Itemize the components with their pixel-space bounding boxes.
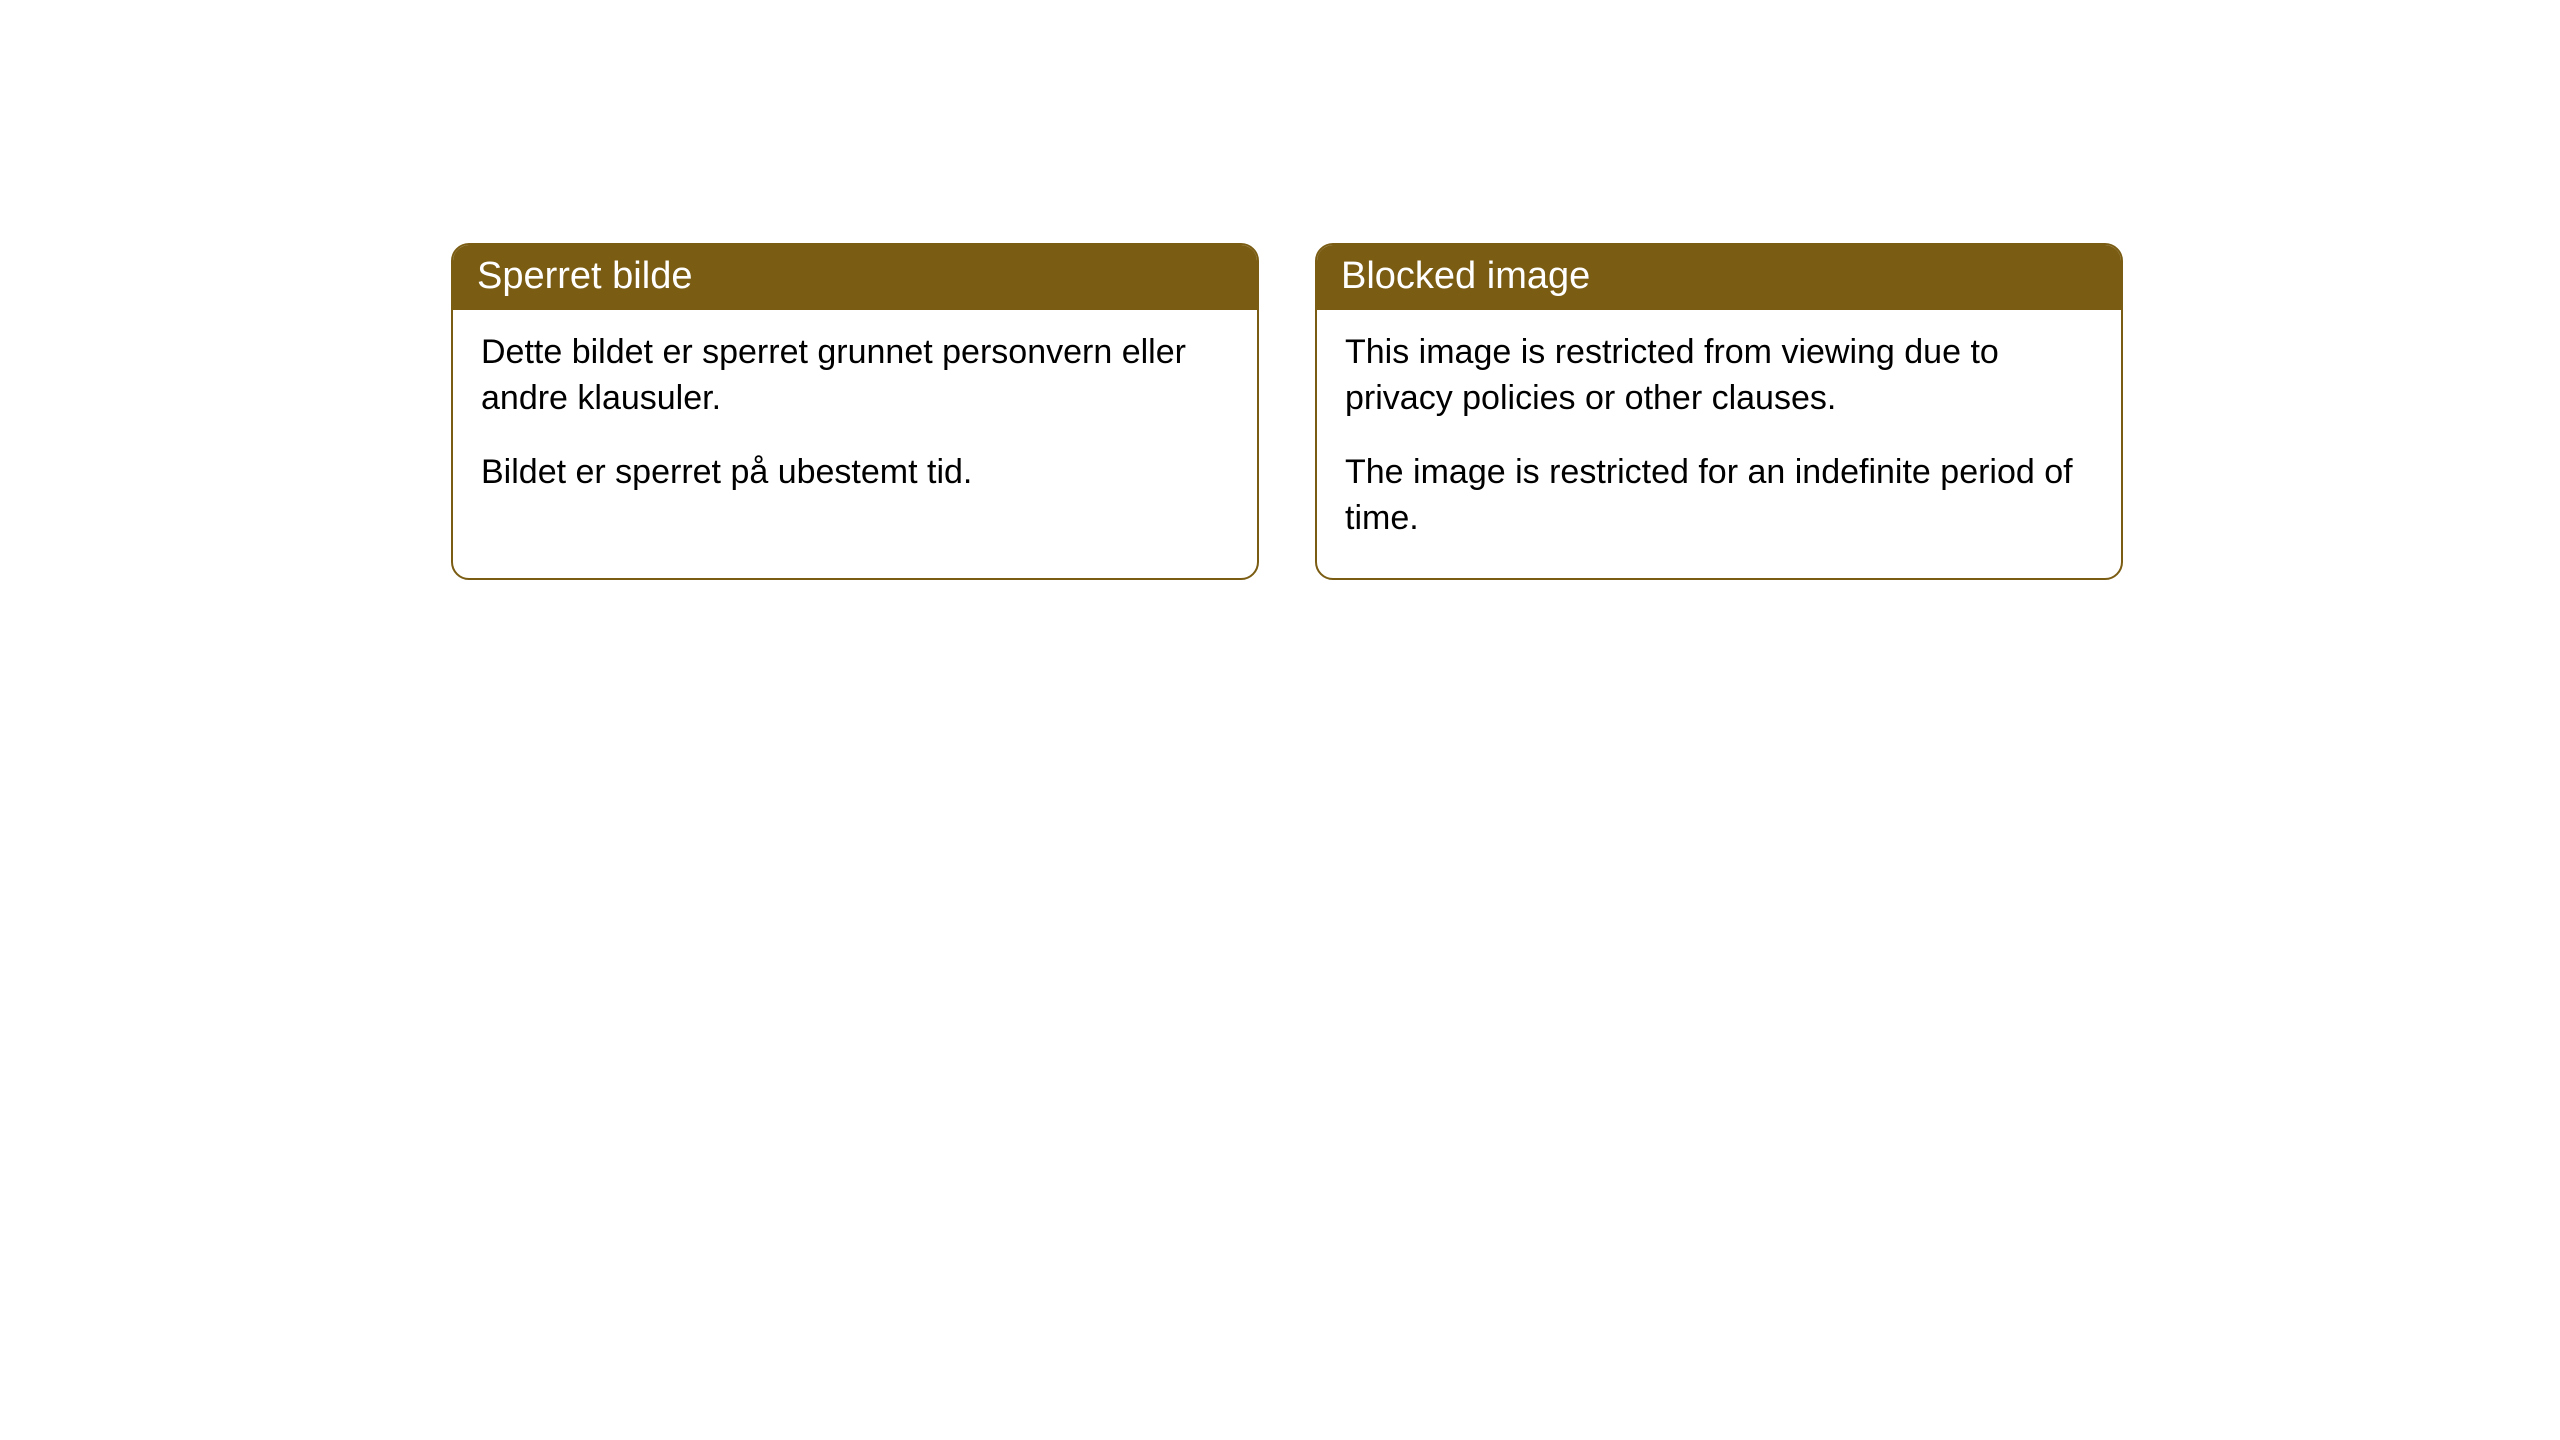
card-header-english: Blocked image	[1317, 245, 2121, 310]
card-body-english: This image is restricted from viewing du…	[1317, 310, 2121, 578]
card-norwegian: Sperret bilde Dette bildet er sperret gr…	[451, 243, 1259, 580]
card-paragraph-2-norwegian: Bildet er sperret på ubestemt tid.	[481, 450, 1229, 496]
card-body-norwegian: Dette bildet er sperret grunnet personve…	[453, 310, 1257, 532]
card-paragraph-1-norwegian: Dette bildet er sperret grunnet personve…	[481, 330, 1229, 422]
card-english: Blocked image This image is restricted f…	[1315, 243, 2123, 580]
cards-container: Sperret bilde Dette bildet er sperret gr…	[451, 243, 2123, 580]
card-paragraph-2-english: The image is restricted for an indefinit…	[1345, 450, 2093, 542]
card-title-english: Blocked image	[1341, 255, 1590, 297]
card-paragraph-1-english: This image is restricted from viewing du…	[1345, 330, 2093, 422]
card-title-norwegian: Sperret bilde	[477, 255, 692, 297]
card-header-norwegian: Sperret bilde	[453, 245, 1257, 310]
